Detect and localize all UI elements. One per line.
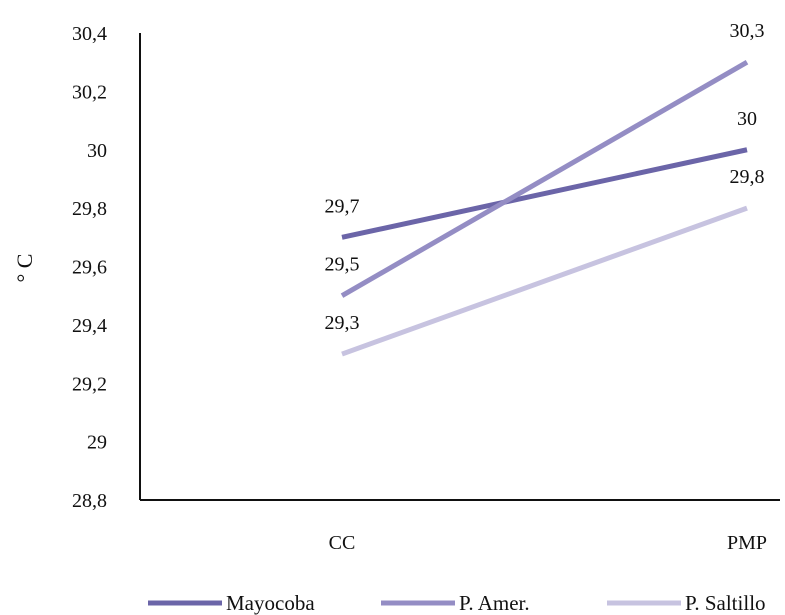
legend-label: P. Saltillo bbox=[685, 591, 766, 615]
y-tick-label: 29,8 bbox=[72, 198, 107, 220]
data-label: 30,3 bbox=[730, 20, 765, 42]
data-label: 29,5 bbox=[325, 254, 360, 276]
y-tick-label: 29,2 bbox=[72, 373, 107, 395]
data-label: 29,8 bbox=[730, 166, 765, 188]
y-tick-label: 30,4 bbox=[72, 23, 107, 45]
x-tick-label: CC bbox=[329, 532, 356, 554]
series-lines bbox=[340, 60, 749, 357]
y-tick-label: 30,2 bbox=[72, 81, 107, 103]
data-label: 29,3 bbox=[325, 312, 360, 334]
y-tick-labels: 30,4 30,2 30 29,8 29,6 29,4 29,2 29 28,8 bbox=[72, 23, 107, 512]
legend-label: P. Amer. bbox=[459, 591, 530, 615]
y-tick-label: 29,6 bbox=[72, 257, 107, 279]
series-line bbox=[341, 147, 748, 240]
y-axis-title: ° C bbox=[12, 254, 37, 283]
legend: Mayocoba P. Amer. P. Saltillo bbox=[148, 591, 766, 615]
data-labels: 29,7 30 29,5 30,3 29,3 29,8 bbox=[325, 20, 765, 334]
series-line bbox=[341, 205, 748, 357]
series-line bbox=[340, 60, 749, 298]
y-tick-label: 28,8 bbox=[72, 490, 107, 512]
x-tick-label: PMP bbox=[727, 532, 767, 554]
y-tick-label: 30 bbox=[87, 140, 107, 162]
data-label: 30 bbox=[737, 108, 757, 130]
y-tick-label: 29,4 bbox=[72, 315, 107, 337]
legend-label: Mayocoba bbox=[226, 591, 315, 615]
data-label: 29,7 bbox=[325, 195, 360, 217]
x-tick-labels: CC PMP bbox=[329, 532, 767, 554]
y-tick-label: 29 bbox=[87, 432, 107, 454]
